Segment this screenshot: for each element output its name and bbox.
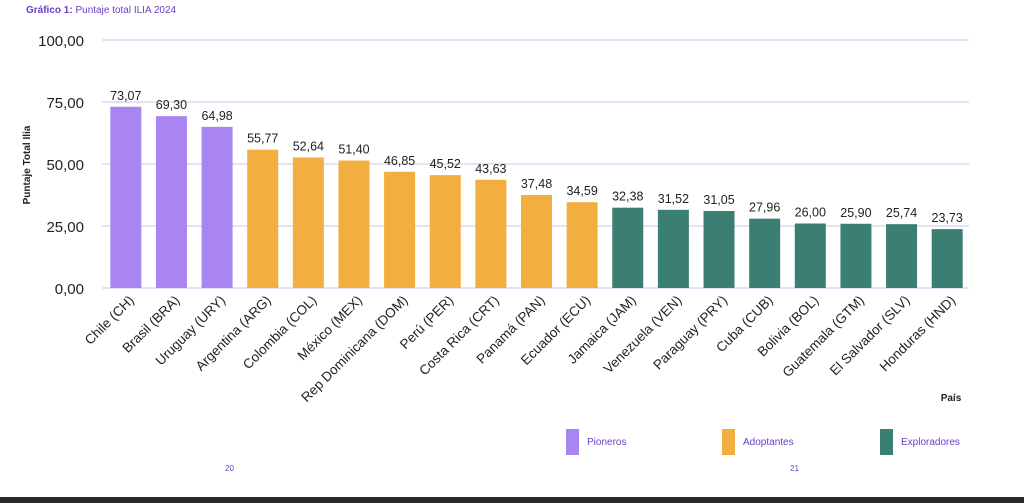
bar-value-label: 51,40: [338, 143, 369, 157]
page-number-right: 21: [790, 464, 799, 473]
bar: [155, 116, 187, 288]
bar: [612, 207, 644, 288]
x-tick-label: Venezuela (VEN): [601, 293, 685, 377]
bar: [338, 160, 370, 288]
x-tick-label: Costa Rica (CRT): [416, 293, 502, 379]
bar: [429, 175, 461, 288]
value-labels: 73,07 69,30 64,98 55,77 52,64 51,40 46,85 45,52…: [110, 89, 963, 225]
bar-value-label: 69,30: [156, 98, 187, 112]
x-axis-label: País: [941, 393, 962, 404]
bar: [657, 209, 689, 288]
bar-value-label: 46,85: [384, 154, 415, 168]
bar: [292, 157, 324, 288]
bar: [931, 229, 963, 288]
bars: [110, 106, 963, 288]
bar: [840, 223, 872, 288]
caption-text: Puntaje total ILIA 2024: [75, 5, 177, 16]
bar: [703, 210, 735, 288]
y-tick-label: 50,00: [46, 157, 84, 174]
x-tick-label: Guatemala (GTM): [780, 293, 868, 381]
bar-value-label: 52,64: [293, 139, 324, 153]
x-tick-labels: Chile (CH)Brasil (BRA)Uruguay (URY)Argen…: [82, 293, 959, 405]
y-axis-label: Puntaje Total Ilia: [22, 125, 33, 204]
bar-value-label: 31,52: [658, 192, 689, 206]
bar: [794, 223, 826, 288]
bar: [749, 218, 781, 288]
legend-swatch: [722, 429, 735, 455]
bar: [201, 126, 233, 288]
legend-label: Pioneros: [587, 436, 627, 448]
bar-value-label: 43,63: [475, 162, 506, 176]
bar-value-label: 27,96: [749, 201, 780, 215]
bar-value-label: 23,73: [932, 211, 963, 225]
bar-value-label: 25,90: [840, 206, 871, 220]
chart-caption: Gráfico 1: Puntaje total ILIA 2024: [26, 5, 176, 16]
bar-value-label: 34,59: [566, 184, 597, 198]
y-tick-label: 75,00: [46, 95, 84, 112]
bar-value-label: 25,74: [886, 206, 917, 220]
bar: [110, 106, 142, 288]
bar: [384, 171, 416, 288]
bar: [566, 202, 598, 288]
legend-item-adoptantes: Adoptantes: [722, 429, 794, 455]
legend-item-pioneros: Pioneros: [566, 429, 626, 455]
legend-label: Exploradores: [901, 436, 960, 448]
bar: [521, 195, 552, 288]
bar: [475, 179, 507, 288]
caption-prefix: Gráfico 1:: [26, 5, 73, 16]
y-tick-label: 25,00: [46, 219, 84, 236]
legend-swatch: [880, 429, 893, 455]
y-tick-label: 100,00: [38, 33, 84, 50]
bar: [247, 149, 279, 288]
legend-swatch: [566, 429, 579, 455]
y-tick-labels: 0,00 25,00 50,00 75,00 100,00: [38, 33, 84, 298]
bar-value-label: 37,48: [521, 177, 552, 191]
bar: [886, 224, 918, 288]
bar-value-label: 26,00: [795, 206, 826, 220]
bar-value-label: 73,07: [110, 89, 141, 103]
bar-value-label: 64,98: [201, 109, 232, 123]
x-tick-label: El Salvador (SLV): [827, 293, 913, 379]
bar-value-label: 45,52: [430, 157, 461, 171]
bar-value-label: 31,05: [703, 193, 734, 207]
y-tick-label: 0,00: [55, 281, 84, 298]
legend-label: Adoptantes: [743, 436, 794, 448]
page-number-left: 20: [225, 464, 234, 473]
bar-value-label: 32,38: [612, 190, 643, 204]
bar-value-label: 55,77: [247, 132, 278, 146]
legend-item-exploradores: Exploradores: [880, 429, 960, 455]
bottom-bar: [0, 497, 1024, 503]
